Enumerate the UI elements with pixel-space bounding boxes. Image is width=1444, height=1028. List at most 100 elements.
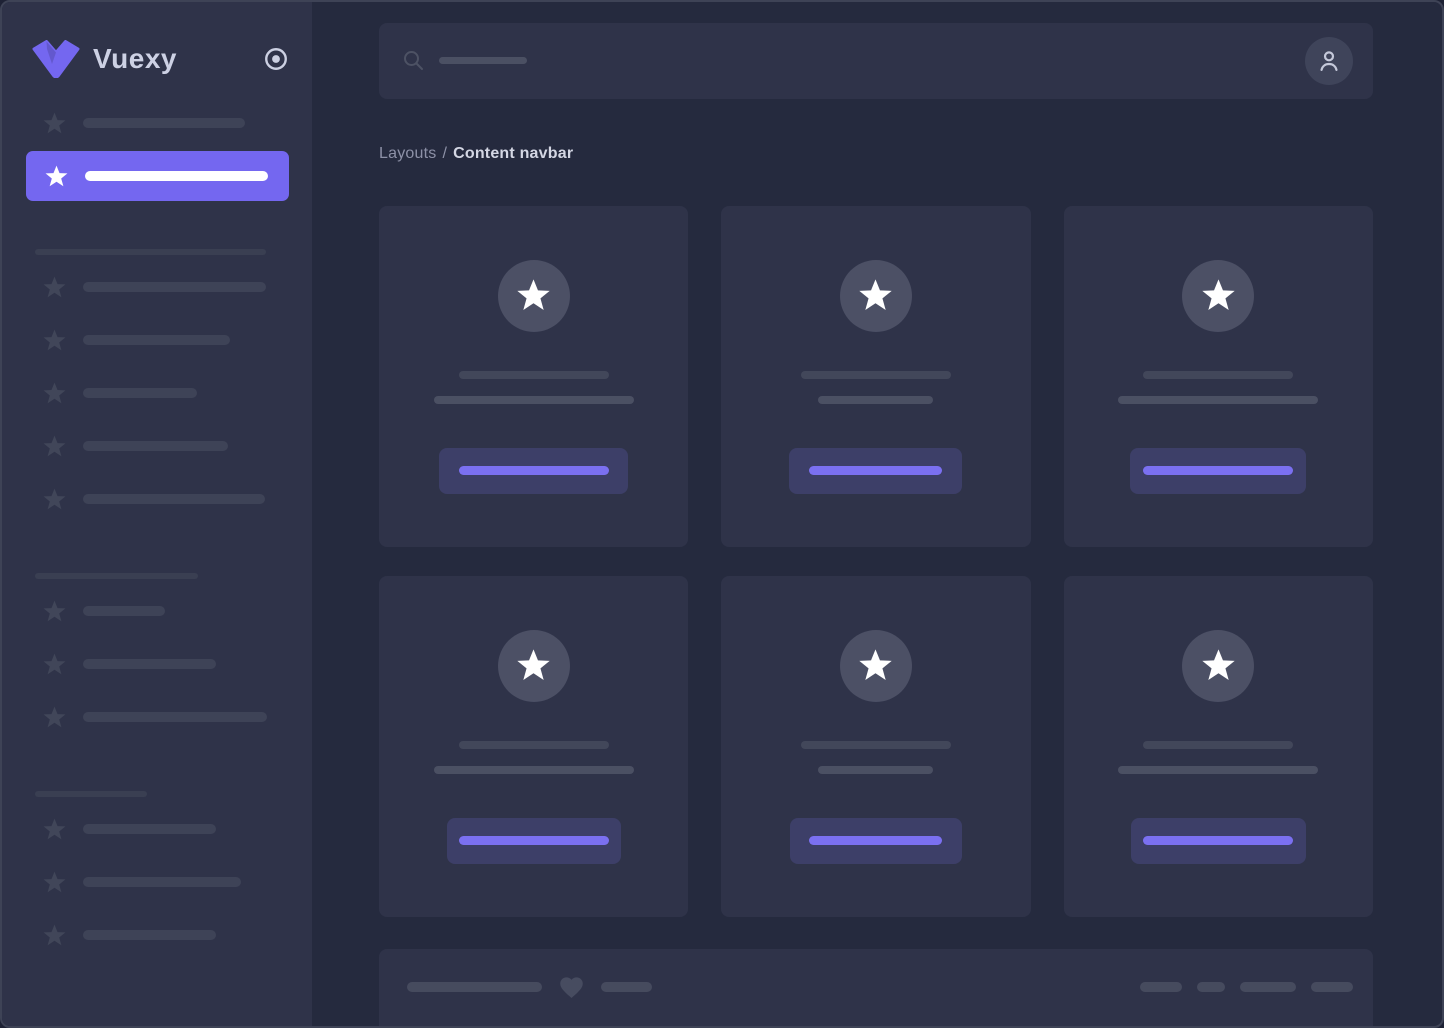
star-icon	[859, 279, 893, 310]
menu-item-placeholder-bar	[83, 824, 216, 834]
star-icon	[43, 706, 66, 727]
content-card	[379, 575, 689, 917]
breadcrumb-section[interactable]: Layouts	[379, 144, 437, 162]
sidebar: Vuexy	[2, 2, 312, 1026]
card-text-placeholder-line	[800, 370, 951, 379]
card-text-placeholder-line	[818, 765, 934, 774]
breadcrumb-separator: /	[442, 144, 448, 162]
star-icon	[517, 649, 550, 680]
star-icon	[1202, 649, 1235, 680]
sidebar-menu-item[interactable]	[42, 869, 288, 895]
sidebar-menu-item[interactable]	[42, 598, 288, 624]
star-avatar	[1182, 629, 1255, 702]
sidebar-section-header-bar	[35, 791, 147, 797]
star-avatar	[839, 629, 912, 702]
menu-item-placeholder-bar	[83, 388, 197, 398]
content-card	[1063, 575, 1373, 917]
menu-item-placeholder-bar	[83, 335, 230, 345]
card-text-placeholder-line	[458, 740, 609, 749]
footer-placeholder-bar	[1197, 982, 1225, 993]
sidebar-menu-item[interactable]	[42, 433, 288, 459]
star-icon	[43, 276, 66, 297]
card-text-placeholder-line	[1143, 740, 1294, 749]
cards-grid	[379, 205, 1373, 917]
star-icon	[43, 112, 66, 133]
card-text-placeholder-line	[1118, 765, 1319, 774]
menu-item-placeholder-bar	[83, 877, 241, 887]
star-icon	[859, 649, 893, 680]
card-text-placeholder-line	[1118, 395, 1319, 404]
sidebar-menu-item-active[interactable]	[26, 151, 289, 201]
sidebar-menu-item[interactable]	[42, 486, 288, 512]
star-icon	[43, 329, 66, 350]
sidebar-menu-item[interactable]	[42, 380, 288, 406]
star-icon	[517, 279, 550, 310]
star-icon	[43, 653, 66, 674]
vuexy-logo-icon	[32, 39, 80, 78]
menu-item-placeholder-bar	[83, 118, 245, 128]
card-text-placeholder-line	[800, 740, 951, 749]
search-placeholder-bar	[439, 57, 527, 65]
user-avatar-button[interactable]	[1305, 36, 1353, 85]
footer-placeholder-bar	[1140, 982, 1182, 993]
star-icon	[43, 818, 66, 839]
footer-left	[407, 974, 652, 1001]
card-action-button[interactable]	[1130, 817, 1306, 864]
page-footer	[379, 948, 1373, 1026]
card-action-button[interactable]	[446, 817, 621, 864]
brand-title: Vuexy	[93, 42, 177, 74]
star-icon	[43, 488, 66, 509]
star-icon	[43, 924, 66, 945]
menu-item-placeholder-bar	[83, 606, 165, 616]
card-text-placeholder-line	[1143, 370, 1294, 379]
breadcrumb: Layouts / Content navbar	[379, 145, 1373, 163]
user-icon	[1320, 51, 1338, 71]
card-action-button[interactable]	[789, 447, 963, 494]
footer-right	[1140, 982, 1353, 993]
search-input[interactable]	[379, 23, 1305, 99]
content-card	[721, 205, 1031, 547]
star-icon	[1202, 279, 1235, 310]
button-label-placeholder	[809, 466, 943, 475]
button-label-placeholder	[458, 466, 609, 475]
card-action-button[interactable]	[789, 817, 962, 864]
sidebar-menu-item[interactable]	[42, 327, 288, 353]
content-card	[379, 205, 689, 547]
menu-item-placeholder-bar	[85, 171, 268, 181]
sidebar-menu-item[interactable]	[42, 816, 288, 842]
sidebar-section-header-bar	[35, 573, 198, 579]
sidebar-menu-item[interactable]	[42, 651, 288, 677]
sidebar-section-header-bar	[35, 249, 266, 255]
sidebar-menu	[2, 110, 312, 975]
button-label-placeholder	[809, 836, 943, 845]
card-action-button[interactable]	[1130, 447, 1307, 494]
card-text-placeholder-line	[458, 370, 609, 379]
menu-item-placeholder-bar	[83, 712, 267, 722]
content-card	[1063, 205, 1373, 547]
sidebar-menu-item[interactable]	[42, 110, 288, 136]
star-avatar	[497, 629, 570, 702]
card-text-placeholder-line	[433, 395, 634, 404]
footer-placeholder-bar	[407, 982, 542, 993]
record-circle-icon	[265, 47, 287, 70]
star-icon	[45, 165, 68, 186]
menu-item-placeholder-bar	[83, 494, 265, 504]
button-label-placeholder	[1143, 836, 1294, 845]
footer-placeholder-bar	[601, 982, 652, 993]
sidebar-menu-item[interactable]	[42, 274, 288, 300]
breadcrumb-current: Content navbar	[453, 144, 574, 162]
card-action-button[interactable]	[439, 447, 629, 494]
star-avatar	[497, 259, 570, 332]
card-text-placeholder-line	[433, 765, 634, 774]
footer-placeholder-bar	[1240, 982, 1296, 993]
button-label-placeholder	[458, 836, 609, 845]
sidebar-menu-item[interactable]	[42, 704, 288, 730]
main-content: Layouts / Content navbar	[312, 2, 1442, 1026]
sidebar-menu-item[interactable]	[42, 922, 288, 948]
button-label-placeholder	[1143, 466, 1294, 475]
menu-pin-toggle[interactable]	[262, 45, 290, 73]
star-avatar	[1182, 259, 1255, 332]
star-icon	[43, 871, 66, 892]
card-text-placeholder-line	[818, 395, 934, 404]
